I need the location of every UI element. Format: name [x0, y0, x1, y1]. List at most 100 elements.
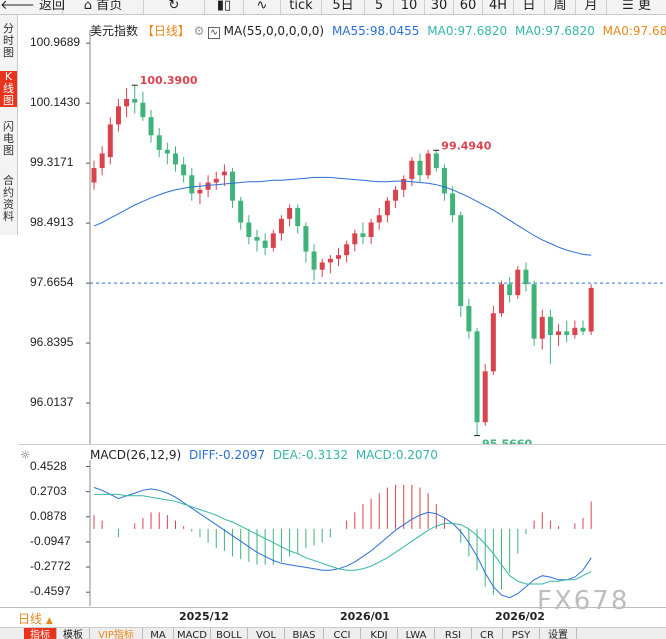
period-10min-button[interactable]: 10 [394, 0, 425, 14]
macd-tick-label: -0.2772 [30, 559, 71, 574]
candle-body [515, 269, 521, 296]
pane-divider [18, 444, 666, 445]
macd-tick-label: 0.4528 [30, 458, 67, 473]
macd-diff-line [93, 487, 592, 599]
candle-body [107, 124, 113, 158]
home-button[interactable]: ⌂ 首页 [63, 0, 144, 14]
kline-type-button[interactable]: ▮▯ [205, 0, 244, 14]
tab-7[interactable]: BIAS [285, 628, 324, 639]
line-type-button[interactable]: ∿ [244, 0, 281, 14]
candle-body [230, 171, 236, 201]
candlestick-icon: ▮▯ [216, 0, 232, 13]
macd-tick-label: -0.0947 [30, 533, 71, 548]
date-tick: 2026/01 [340, 610, 390, 623]
candle-body [270, 233, 276, 248]
watermark: FX678 [537, 586, 630, 616]
more-menu-button[interactable]: ☰ 更 [622, 0, 651, 13]
tab-5[interactable]: BOLL [211, 628, 248, 639]
home-icon: ⌂ [83, 0, 93, 13]
macd-tick-label: 0.0878 [30, 508, 67, 523]
extreme-label: 99.4940 [441, 139, 491, 152]
date-axis: 日线 ▲ 2025/12 2026/01 2026/02 [0, 607, 666, 628]
period-week-button[interactable]: 周 [545, 0, 576, 14]
candle-body [507, 284, 513, 296]
tab-9[interactable]: KDJ [361, 628, 398, 639]
candle-body [319, 262, 325, 270]
macd-dea-value: DEA:-0.3132 [272, 448, 348, 462]
period-day-button[interactable]: 日 [514, 0, 545, 14]
candle-body [572, 327, 578, 336]
refresh-icon: ↻ [168, 0, 180, 13]
macd-settings-icon[interactable]: ☼ [20, 448, 31, 462]
dropdown-triangle-icon: ▲ [45, 616, 53, 626]
period-selector[interactable]: 日线 ▲ [18, 612, 53, 626]
tab-3[interactable]: MA [143, 628, 174, 639]
candle-body [458, 215, 464, 306]
ma-params: MA(55,0,0,0,0,0) [223, 24, 325, 38]
price-tick-label: 96.8395 [30, 335, 74, 350]
tab-11[interactable]: RSI [435, 628, 472, 639]
candle-body [156, 135, 162, 150]
main-chart-legend: 美元指数 【日线】 ⚙ ∿ MA(55,0,0,0,0,0) MA55:98.0… [90, 22, 666, 39]
sidebar-item-timeshare[interactable]: 分时图 [3, 22, 14, 59]
left-sidebar: 分时图 K线图 闪电图 合约资料 [0, 15, 18, 235]
ma0-value-3: MA0:97.6820 [602, 24, 666, 38]
candle-body [376, 215, 382, 223]
tab-12[interactable]: CR [472, 628, 503, 639]
refresh-button[interactable]: ↻ [144, 0, 205, 14]
line-chart-icon: ∿ [256, 0, 268, 13]
macd-values: MACD(26,12,9) DIFF:-0.2097 DEA:-0.3132 M… [90, 448, 438, 462]
candle-body [148, 117, 154, 136]
tab-8[interactable]: CCI [324, 628, 361, 639]
period-5d-button[interactable]: 5日 [322, 0, 365, 14]
period-5min-button[interactable]: 5 [365, 0, 394, 14]
macd-legend: ☼ [20, 448, 31, 462]
candle-body [466, 306, 472, 332]
candle-body [140, 102, 146, 118]
tab-13[interactable]: PSY [503, 628, 540, 639]
ma55-line [93, 176, 592, 256]
candle-body [580, 327, 586, 332]
macd-params: MACD(26,12,9) [90, 448, 182, 462]
period-month-button[interactable]: 月 [576, 0, 607, 14]
price-chart[interactable]: 100.3900 99.4940 95.5660 [18, 30, 666, 444]
price-tick-label: 100.9689 [30, 35, 81, 50]
tab-14[interactable]: 设置 [540, 628, 577, 639]
tab-6[interactable]: VOL [248, 628, 285, 639]
macd-chart[interactable] [18, 460, 666, 606]
top-toolbar: 🡐 返回 ⌂ 首页 ↻ ▮▯ ∿ tick 5日 5 10 30 60 4H 日… [0, 0, 666, 15]
tab-0[interactable]: 指标 [24, 628, 57, 639]
ma55-value: MA55:98.0455 [331, 24, 420, 38]
candle-body [303, 226, 309, 252]
tab-2[interactable]: VIP指标 [90, 628, 143, 639]
tab-1[interactable]: 模板 [57, 628, 90, 639]
ma0-value-1: MA0:97.6820 [427, 24, 508, 38]
legend-settings-icon[interactable]: ⚙ [193, 24, 205, 38]
candle-body [238, 200, 244, 223]
extreme-label: 95.5660 [482, 438, 532, 444]
candle-body [384, 200, 390, 216]
candle-body [539, 316, 545, 339]
period-4h-button[interactable]: 4H [483, 0, 514, 14]
candle-body [425, 153, 431, 176]
candle-body [441, 168, 447, 194]
date-tick: 2026/02 [495, 610, 545, 623]
sidebar-item-kline[interactable]: K线图 [0, 71, 17, 107]
candle-body [401, 178, 407, 190]
back-button[interactable]: 🡐 返回 [0, 0, 65, 14]
period-60min-button[interactable]: 60 [454, 0, 483, 14]
ma-toggle-icon[interactable]: ∿ [208, 27, 220, 39]
macd-dea-line [94, 493, 592, 585]
tab-4[interactable]: MACD [174, 628, 211, 639]
sidebar-item-flash[interactable]: 闪电图 [3, 120, 14, 157]
sidebar-item-contract-info[interactable]: 合约资料 [3, 174, 14, 223]
indicator-tabs: 指标 模板 VIP指标 MA MACD BOLL VOL BIAS CCI KDJ LWA RSI CR… [0, 627, 666, 639]
period-30min-button[interactable]: 30 [425, 0, 454, 14]
candle-body [287, 207, 293, 219]
price-tick-label: 96.0137 [30, 395, 74, 410]
candle-body [450, 193, 456, 216]
macd-diff-value: DIFF:-0.2097 [188, 448, 265, 462]
tab-10[interactable]: LWA [398, 628, 435, 639]
candle-body [173, 153, 178, 165]
tick-button[interactable]: tick [281, 0, 322, 14]
